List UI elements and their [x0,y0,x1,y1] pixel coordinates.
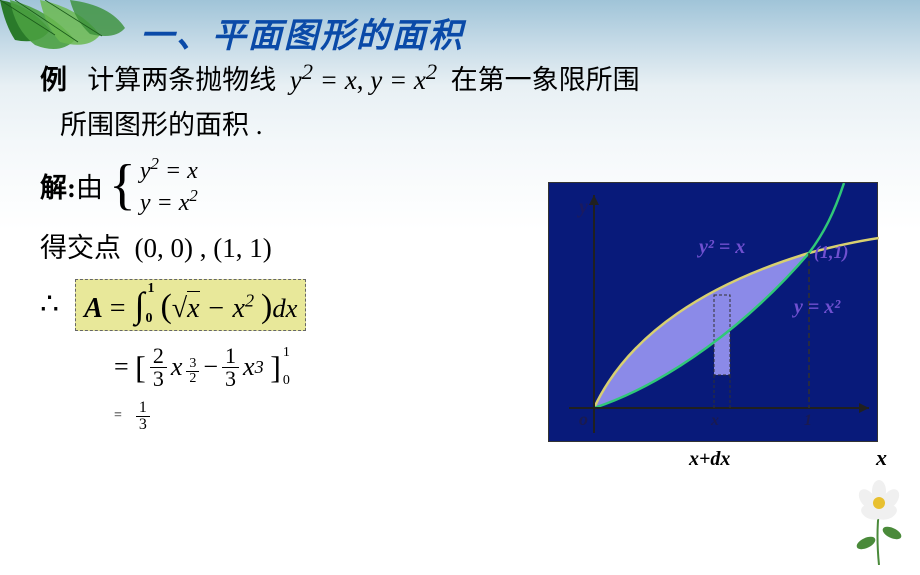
sys-eq1: y2 = x [140,154,198,186]
problem-text1: 计算两条抛物线 [87,65,276,95]
section-title: 一、平面图形的面积 [140,8,464,57]
y-axis-label: y [577,196,588,218]
problem-line1: 例 计算两条抛物线 y2 = x, y = x2 在第一象限所围 [40,58,900,97]
comma: , [357,65,364,95]
therefore-symbol: ∴ [40,287,59,322]
x-axis-outer-label: x [876,445,887,471]
graph-svg: y y² = x (1,1) y = x² o x 1 [549,183,879,443]
lbracket: [ [135,349,146,386]
solution-label: 解: [40,166,76,205]
fraction-2-3: 2 3 [150,345,167,390]
graph-panel: y y² = x (1,1) y = x² o x 1 x x+dx [548,182,878,442]
eq2-label: y = x² [792,296,841,318]
eval-limits: 1 0 [283,346,290,388]
sys-eq2: y = x2 [140,186,198,218]
intersect-label: 得交点 [40,233,121,263]
point-11-label: (1,1) [814,242,849,263]
left-brace-icon: { [109,163,136,208]
y-axis-arrow-icon [589,195,599,205]
fraction-1-3: 1 3 [222,345,239,390]
rbracket: ] [270,349,281,386]
xdx-label: x+dx [689,448,730,471]
x-axis-arrow-icon [859,403,869,413]
problem-text2: 在第一象限所围 [451,65,640,95]
problem-eq1: y2 = x [290,65,357,95]
corner-flower-decoration [844,475,914,565]
minus: − [203,352,218,382]
x-tick-label: x [710,412,719,429]
integral-highlight: A = ∫10 (√x − x2 )dx [75,279,306,331]
by-text: 由 [76,166,103,205]
eq-sign2: = [114,408,122,424]
eq-sign1: = [114,352,129,382]
integral-sign-icon: ∫10 [135,285,145,325]
eq1-label: y² = x [697,236,745,258]
example-label: 例 [40,65,67,95]
result-fraction: 1 3 [136,400,150,433]
problem-eq2: y = x2 [370,65,437,95]
origin-label: o [579,409,588,429]
intersect-points: (0, 0) , (1, 1) [135,233,272,263]
one-tick-label: 1 [804,412,812,429]
shaded-region [594,253,809,408]
problem-line2: 所围图形的面积 . [60,103,900,142]
equation-system: { y2 = x y = x2 [109,154,198,218]
